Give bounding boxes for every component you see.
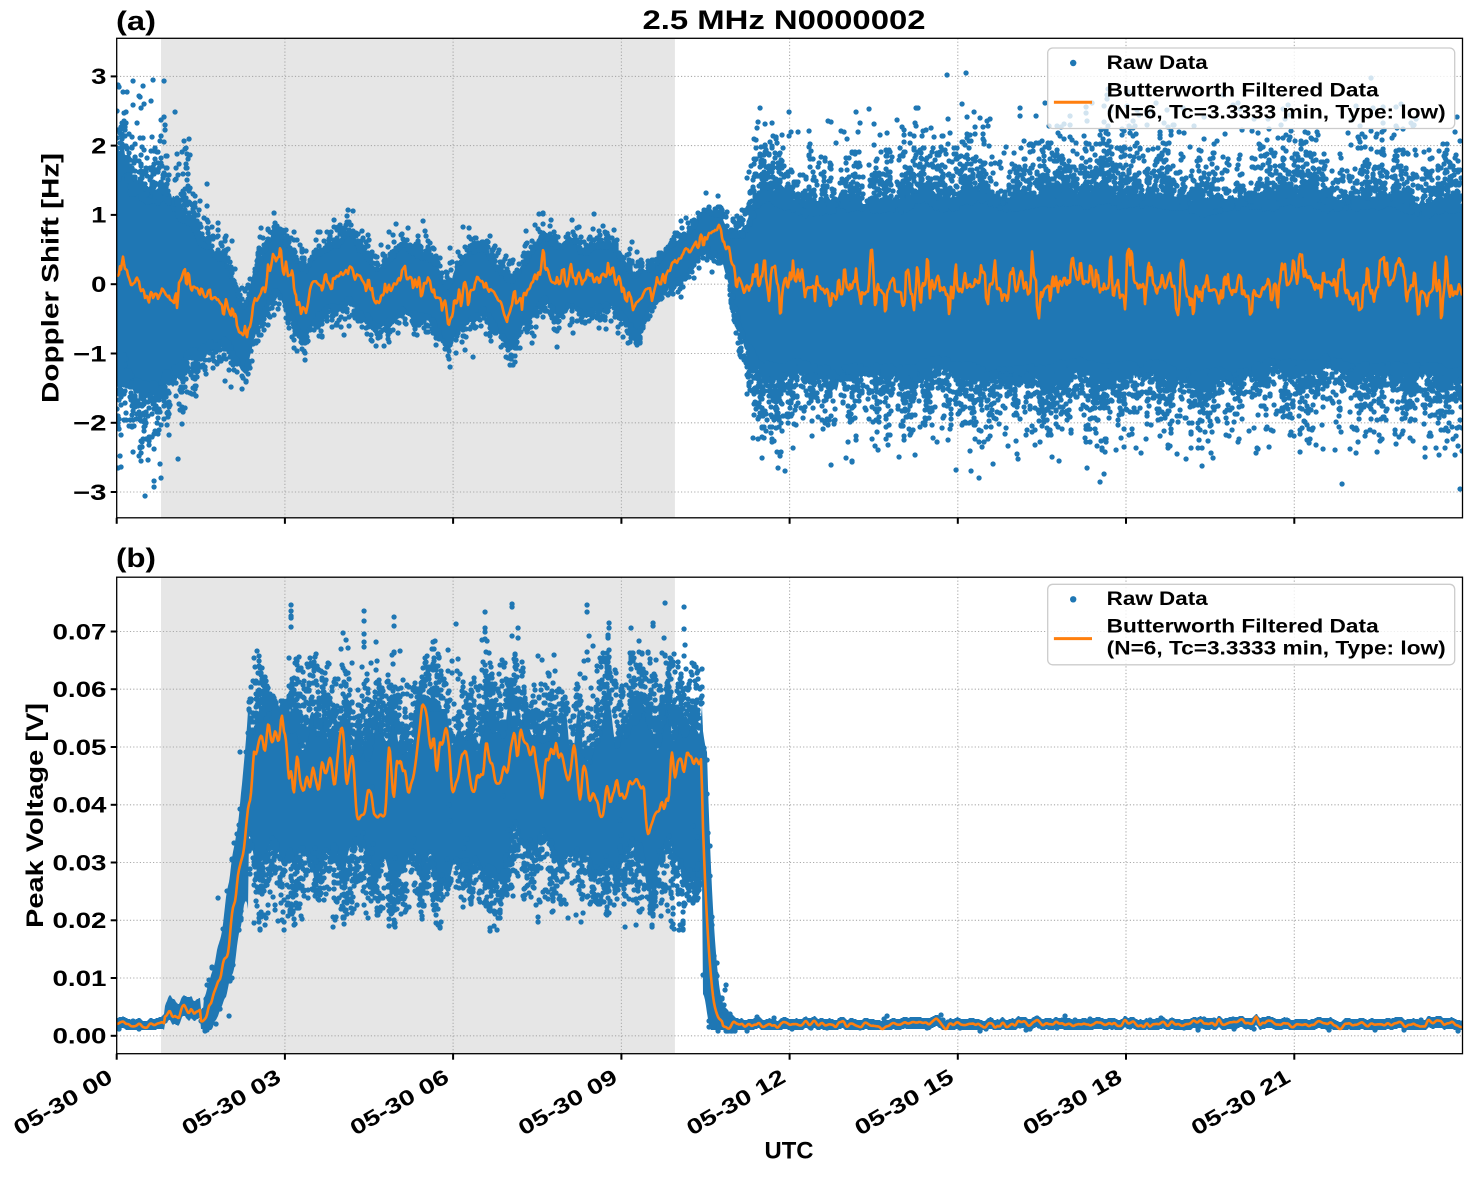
svg-text:Raw Data: Raw Data [1107,53,1209,74]
svg-text:0.04: 0.04 [53,793,108,818]
svg-text:UTC: UTC [765,1138,814,1165]
svg-text:3: 3 [91,64,106,89]
svg-text:0.02: 0.02 [53,908,107,933]
svg-text:0.01: 0.01 [53,966,107,991]
svg-text:−2: −2 [73,411,107,436]
svg-text:Doppler Shift [Hz]: Doppler Shift [Hz] [38,153,65,403]
svg-text:(N=6, Tc=3.3333 min, Type: low: (N=6, Tc=3.3333 min, Type: low) [1107,639,1446,660]
svg-text:(N=6, Tc=3.3333 min, Type: low: (N=6, Tc=3.3333 min, Type: low) [1107,102,1446,123]
svg-text:0.07: 0.07 [53,619,107,644]
svg-text:0.00: 0.00 [53,1024,107,1049]
svg-text:2.5 MHz N0000002: 2.5 MHz N0000002 [643,5,926,35]
svg-text:Raw Data: Raw Data [1107,589,1209,610]
svg-text:Peak Voltage [V]: Peak Voltage [V] [22,703,49,928]
svg-text:0.06: 0.06 [53,677,107,702]
svg-text:−3: −3 [73,480,107,505]
svg-text:Butterworth Filtered Data: Butterworth Filtered Data [1107,617,1380,638]
svg-text:(a): (a) [116,6,156,36]
svg-text:0.03: 0.03 [53,850,107,875]
svg-text:0: 0 [91,272,106,297]
svg-text:0.05: 0.05 [53,735,107,760]
svg-text:−1: −1 [73,341,107,366]
svg-text:(b): (b) [116,543,156,573]
svg-text:1: 1 [91,203,106,228]
svg-text:2: 2 [91,133,106,158]
svg-text:Butterworth Filtered Data: Butterworth Filtered Data [1107,80,1380,101]
